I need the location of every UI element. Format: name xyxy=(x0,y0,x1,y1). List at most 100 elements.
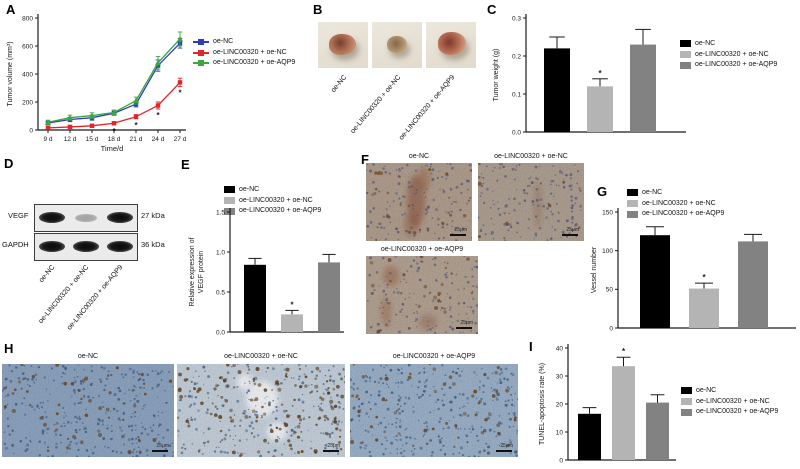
vegf-band-oe-linc00320-oe-aqp9 xyxy=(107,212,133,223)
panel-a-legend: oe-NC oe-LINC00320 + oe-NC oe-LINC00320 + … xyxy=(193,38,295,67)
svg-text:0: 0 xyxy=(29,127,33,134)
legend-swatch xyxy=(193,38,209,45)
ihc-image-oe-nc: 25μm xyxy=(366,163,472,241)
legend-label: oe-LINC00320 + oe-NC xyxy=(239,196,313,204)
vessel-number-bar-chart: 0 50 100 150 Vessel number * xyxy=(591,208,796,332)
tunel-title-oe-linc00320-oe-aqp9: oe-LINC00320 + oe-AQP9 xyxy=(392,353,476,360)
ihc-image-oe-linc00320-oe-aqp9: 25μm xyxy=(366,256,478,334)
ihc-title-oe-linc00320-oe-aqp9: oe-LINC00320 + oe-AQP9 xyxy=(380,246,464,253)
blot-protein-vegf: VEGF xyxy=(8,211,29,220)
panel-d-label: D xyxy=(4,156,14,171)
panel-f-label: F xyxy=(361,152,369,167)
legend-swatch xyxy=(681,408,692,416)
svg-text:12 d: 12 d xyxy=(64,136,77,143)
svg-text:600: 600 xyxy=(22,43,33,50)
legend-label: oe-LINC00320 + oe-NC xyxy=(695,50,769,58)
panel-c-legend: oe-NC oe-LINC00320 + oe-NC oe-LINC00320 + … xyxy=(680,40,777,69)
tumor-volume-line-chart: 0 200 400 600 800 Tumor volume (mm³) 9 d 12 d 15… xyxy=(7,14,187,153)
legend-label: oe-LINC00320 + oe-NC xyxy=(642,199,716,207)
legend-label: oe-LINC00320 + oe-AQP9 xyxy=(696,408,779,416)
legend-item: oe-LINC00320 + oe-NC xyxy=(627,200,724,208)
legend-swatch xyxy=(193,60,209,67)
legend-label: oe-NC xyxy=(213,38,234,45)
ihc-image-oe-linc00320-oe-nc: 25μm xyxy=(478,163,584,241)
scale-bar-label: 25μm xyxy=(500,443,513,449)
panel-b-label: B xyxy=(313,2,323,17)
legend-label: oe-NC xyxy=(239,186,260,193)
svg-text:Tumor weight (g): Tumor weight (g) xyxy=(493,49,500,102)
lane-label-oe-linc00320-oe-nc: oe-LINC00320 + oe-NC xyxy=(37,264,91,325)
svg-text:0.1: 0.1 xyxy=(512,91,521,98)
legend-item: oe-LINC00320 + oe-AQP9 xyxy=(680,61,777,69)
svg-text:30: 30 xyxy=(556,373,564,380)
svg-text:0.2: 0.2 xyxy=(512,53,521,60)
svg-text:27 d: 27 d xyxy=(174,136,187,143)
svg-text:TUNEL-apoptosis rate (%): TUNEL-apoptosis rate (%) xyxy=(539,363,546,445)
legend-item: oe-NC xyxy=(224,186,321,194)
svg-text:*: * xyxy=(598,69,602,78)
tumor-specimen xyxy=(329,34,356,55)
legend-item: oe-LINC00320 + oe-NC xyxy=(224,197,321,205)
panel-g-legend: oe-NC oe-LINC00320 + oe-NC oe-LINC00320 + … xyxy=(627,189,724,218)
tumor-specimen xyxy=(387,36,407,53)
lane-label-oe-linc00320-oe-aqp9: oe-LINC00320 + oe-AQP9 xyxy=(66,264,125,332)
gapdh-band-oe-nc xyxy=(39,241,65,252)
legend-label: oe-LINC00320 + oe-AQP9 xyxy=(695,61,778,69)
legend-swatch xyxy=(680,61,691,69)
panel-e-label: E xyxy=(181,157,190,172)
legend-item: oe-LINC00320 + oe-AQP9 xyxy=(681,408,778,416)
svg-text:*: * xyxy=(178,89,182,98)
tunel-title-oe-linc00320-oe-nc: oe-LINC00320 + oe-NC xyxy=(224,353,298,360)
scale-bar-label: 25μm xyxy=(156,443,169,449)
legend-item: oe-LINC00320 + oe-NC xyxy=(681,398,778,406)
tunel-image-oe-linc00320-oe-aqp9: 25μm xyxy=(350,364,518,457)
panel-i-legend: oe-NC oe-LINC00320 + oe-NC oe-LINC00320 + … xyxy=(681,387,778,416)
svg-text:0.5: 0.5 xyxy=(216,289,225,296)
svg-text:0.3: 0.3 xyxy=(512,15,521,22)
svg-text:21 d: 21 d xyxy=(130,136,143,143)
svg-text:*: * xyxy=(156,111,160,120)
legend-item: oe-NC xyxy=(627,189,724,197)
scale-bar xyxy=(450,234,466,236)
legend-swatch xyxy=(627,189,638,197)
svg-text:0.0: 0.0 xyxy=(512,129,521,136)
legend-label: oe-NC xyxy=(696,387,717,394)
tunel-image-oe-linc00320-oe-nc: 25μm xyxy=(177,364,345,457)
svg-text:0: 0 xyxy=(559,457,563,464)
tumor-weight-bar-chart: 0.0 0.1 0.2 0.3 Tumor weight (g) * xyxy=(493,14,686,136)
legend-swatch xyxy=(681,387,692,395)
svg-text:Tumor volume (mm³): Tumor volume (mm³) xyxy=(7,41,14,106)
svg-text:VEGF protein: VEGF protein xyxy=(198,251,205,294)
vegf-band-oe-nc xyxy=(39,212,65,223)
legend-swatch xyxy=(193,49,209,56)
legend-swatch xyxy=(224,186,235,194)
gapdh-band-oe-linc00320-oe-aqp9 xyxy=(107,241,133,252)
legend-swatch xyxy=(224,197,235,205)
tumor-specimen xyxy=(438,32,466,55)
vegf-band-oe-linc00320-oe-nc xyxy=(75,214,97,222)
svg-text:0: 0 xyxy=(609,325,613,332)
svg-text:40: 40 xyxy=(556,345,564,352)
legend-swatch xyxy=(680,51,691,59)
tumor-photo-oe-nc xyxy=(318,22,368,68)
svg-text:Time/d: Time/d xyxy=(101,144,124,153)
legend-item: oe-NC xyxy=(680,40,777,48)
panel-g-label: G xyxy=(597,184,608,199)
svg-text:100: 100 xyxy=(602,248,613,255)
legend-label: oe-NC xyxy=(695,40,716,47)
scale-bar-label: 25μm xyxy=(454,227,467,233)
legend-swatch xyxy=(681,398,692,406)
scale-bar xyxy=(456,327,472,329)
legend-item: oe-LINC00320 + oe-AQP9 xyxy=(193,59,295,67)
gapdh-band-oe-linc00320-oe-nc xyxy=(73,241,99,252)
svg-text:*: * xyxy=(290,300,294,309)
svg-text:1.5: 1.5 xyxy=(216,209,225,216)
svg-text:400: 400 xyxy=(22,71,33,78)
legend-label: oe-LINC00320 + oe-NC xyxy=(696,397,770,405)
svg-text:200: 200 xyxy=(22,99,33,106)
tumor-photo-oe-linc00320-oe-aqp9 xyxy=(426,22,476,68)
scale-bar xyxy=(562,234,578,236)
blot-protein-gapdh: GAPDH xyxy=(2,240,29,249)
legend-item: oe-NC xyxy=(681,387,778,395)
